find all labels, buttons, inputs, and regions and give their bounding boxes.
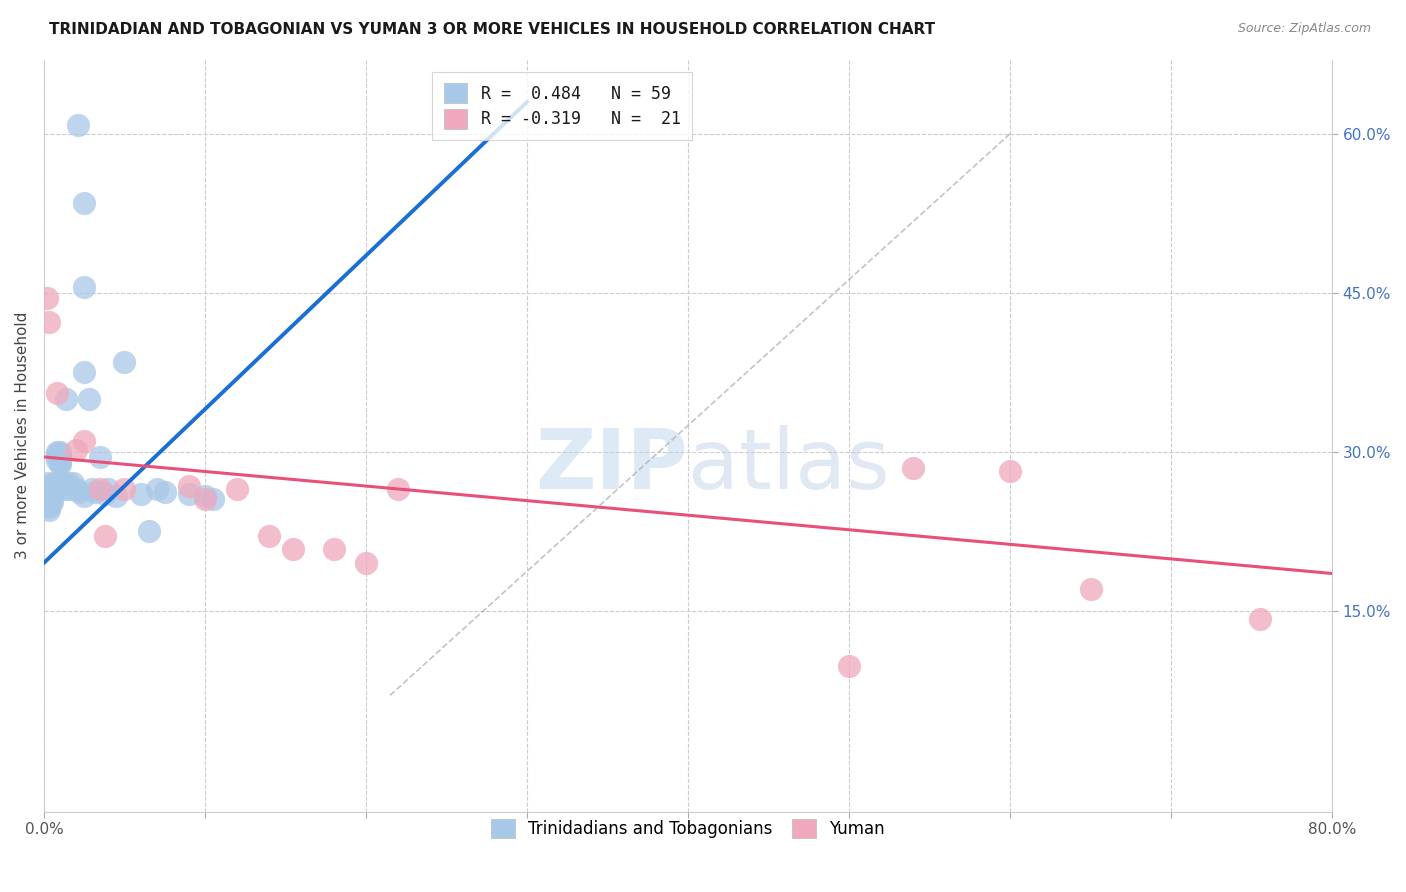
Y-axis label: 3 or more Vehicles in Household: 3 or more Vehicles in Household bbox=[15, 312, 30, 559]
Point bbox=[105, 489, 128, 503]
Point bbox=[259, 529, 281, 543]
Point bbox=[45, 444, 67, 458]
Point bbox=[45, 450, 67, 464]
Point bbox=[226, 482, 249, 496]
Text: TRINIDADIAN AND TOBAGONIAN VS YUMAN 3 OR MORE VEHICLES IN HOUSEHOLD CORRELATION : TRINIDADIAN AND TOBAGONIAN VS YUMAN 3 OR… bbox=[49, 22, 935, 37]
Point bbox=[387, 482, 409, 496]
Point bbox=[177, 487, 200, 501]
Point bbox=[194, 489, 217, 503]
Point bbox=[41, 489, 63, 503]
Point bbox=[94, 487, 117, 501]
Point bbox=[41, 492, 63, 507]
Point bbox=[65, 482, 87, 496]
Point bbox=[49, 453, 72, 467]
Point bbox=[73, 434, 96, 448]
Point bbox=[38, 503, 60, 517]
Point bbox=[37, 476, 59, 491]
Point bbox=[903, 460, 925, 475]
Point bbox=[73, 489, 96, 503]
Point bbox=[322, 542, 344, 557]
Point bbox=[62, 476, 84, 491]
Point bbox=[66, 118, 89, 132]
Point bbox=[82, 482, 104, 496]
Point bbox=[38, 498, 60, 512]
Point bbox=[283, 542, 305, 557]
Point bbox=[77, 392, 100, 406]
Point bbox=[45, 453, 67, 467]
Point bbox=[194, 492, 217, 507]
Point bbox=[38, 315, 60, 329]
Point bbox=[201, 492, 224, 507]
Point bbox=[138, 524, 160, 538]
Point bbox=[177, 478, 200, 492]
Point bbox=[41, 484, 63, 499]
Point bbox=[45, 447, 67, 461]
Point bbox=[49, 444, 72, 458]
Point bbox=[49, 450, 72, 464]
Point bbox=[89, 482, 111, 496]
Point bbox=[73, 365, 96, 379]
Point bbox=[145, 482, 167, 496]
Point bbox=[37, 478, 59, 492]
Point bbox=[97, 482, 120, 496]
Point bbox=[129, 487, 152, 501]
Point bbox=[41, 478, 63, 492]
Point bbox=[89, 450, 111, 464]
Text: atlas: atlas bbox=[688, 425, 890, 507]
Text: ZIP: ZIP bbox=[536, 425, 688, 507]
Point bbox=[112, 482, 135, 496]
Point bbox=[67, 484, 90, 499]
Point bbox=[42, 482, 65, 496]
Point bbox=[73, 195, 96, 210]
Point bbox=[52, 482, 75, 496]
Point bbox=[38, 495, 60, 509]
Point bbox=[49, 458, 72, 472]
Point bbox=[1249, 612, 1271, 626]
Point bbox=[1080, 582, 1102, 597]
Point bbox=[45, 386, 67, 401]
Point bbox=[41, 495, 63, 509]
Point bbox=[38, 489, 60, 503]
Point bbox=[56, 482, 79, 496]
Point bbox=[49, 455, 72, 469]
Point bbox=[84, 484, 107, 499]
Text: Source: ZipAtlas.com: Source: ZipAtlas.com bbox=[1237, 22, 1371, 36]
Point bbox=[39, 478, 62, 492]
Point bbox=[998, 464, 1021, 478]
Point bbox=[354, 556, 377, 570]
Point bbox=[73, 280, 96, 294]
Point bbox=[38, 492, 60, 507]
Point bbox=[55, 392, 77, 406]
Point bbox=[39, 482, 62, 496]
Point bbox=[56, 476, 79, 491]
Point bbox=[44, 476, 66, 491]
Point bbox=[52, 476, 75, 491]
Point bbox=[37, 291, 59, 305]
Point bbox=[42, 476, 65, 491]
Point bbox=[41, 482, 63, 496]
Point bbox=[94, 529, 117, 543]
Legend: Trinidadians and Tobagonians, Yuman: Trinidadians and Tobagonians, Yuman bbox=[485, 813, 891, 845]
Point bbox=[65, 442, 87, 457]
Point bbox=[38, 500, 60, 514]
Point bbox=[153, 484, 176, 499]
Point bbox=[49, 447, 72, 461]
Point bbox=[838, 658, 860, 673]
Point bbox=[112, 354, 135, 368]
Point bbox=[44, 482, 66, 496]
Point bbox=[38, 484, 60, 499]
